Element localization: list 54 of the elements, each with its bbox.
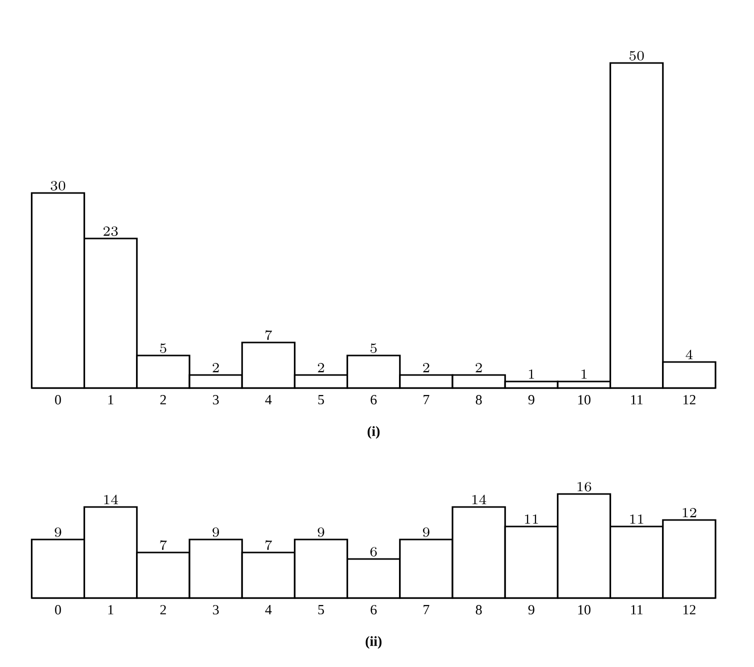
data-label: 2: [423, 362, 430, 372]
data-label: 50: [630, 50, 644, 60]
x-tick-label: 11: [631, 395, 642, 404]
x-tick-label: 0: [55, 395, 61, 404]
data-label: 2: [318, 362, 324, 372]
data-label: 11: [524, 514, 538, 524]
x-tick-label: 12: [683, 395, 696, 404]
data-label: 2: [476, 362, 482, 372]
x-axis-title: (ii): [366, 636, 382, 649]
x-tick-label: 10: [578, 395, 590, 404]
data-label: 1: [582, 369, 587, 379]
x-tick-label: 3: [212, 395, 219, 404]
data-label: 6: [370, 546, 377, 556]
x-tick-label: 3: [212, 605, 219, 614]
data-label: 7: [160, 540, 167, 550]
data-label: 9: [422, 527, 430, 537]
x-tick-label: 4: [265, 605, 272, 614]
data-label: 16: [578, 482, 592, 492]
x-tick-label: 7: [424, 605, 430, 614]
x-tick-label: 6: [370, 605, 377, 614]
x-tick-label: 2: [160, 395, 166, 404]
data-label: 14: [472, 494, 486, 504]
data-label: 7: [265, 540, 272, 550]
data-label: 5: [370, 343, 377, 353]
data-label: 11: [630, 514, 644, 524]
x-tick-label: 9: [528, 605, 534, 614]
x-axis-title: (i): [368, 426, 380, 439]
data-label: 4: [686, 350, 693, 360]
x-tick-label: 4: [265, 395, 272, 404]
x-tick-label: 0: [55, 605, 61, 614]
data-label: 7: [265, 330, 272, 340]
x-tick-label: 9: [528, 395, 534, 404]
x-tick-label: 1: [108, 605, 114, 614]
x-tick-label: 8: [476, 605, 482, 614]
data-label: 1: [528, 369, 534, 379]
x-tick-label: 8: [476, 395, 482, 404]
data-label: 14: [104, 494, 118, 504]
data-label: 9: [212, 527, 219, 537]
x-tick-label: 5: [318, 605, 324, 614]
data-label: 2: [212, 362, 219, 372]
x-tick-label: 11: [631, 605, 642, 614]
data-label: 30: [50, 180, 66, 190]
data-label: 23: [104, 226, 118, 236]
x-tick-label: 6: [370, 395, 377, 404]
data-label: 12: [682, 508, 696, 518]
x-tick-label: 1: [108, 395, 114, 404]
data-label: 9: [318, 527, 324, 537]
x-tick-label: 2: [160, 605, 166, 614]
data-label: 9: [54, 527, 62, 537]
x-tick-label: 10: [578, 605, 590, 614]
data-label: 5: [160, 343, 166, 353]
x-tick-label: 7: [424, 395, 430, 404]
x-tick-label: 5: [318, 395, 324, 404]
x-tick-label: 12: [683, 605, 696, 614]
